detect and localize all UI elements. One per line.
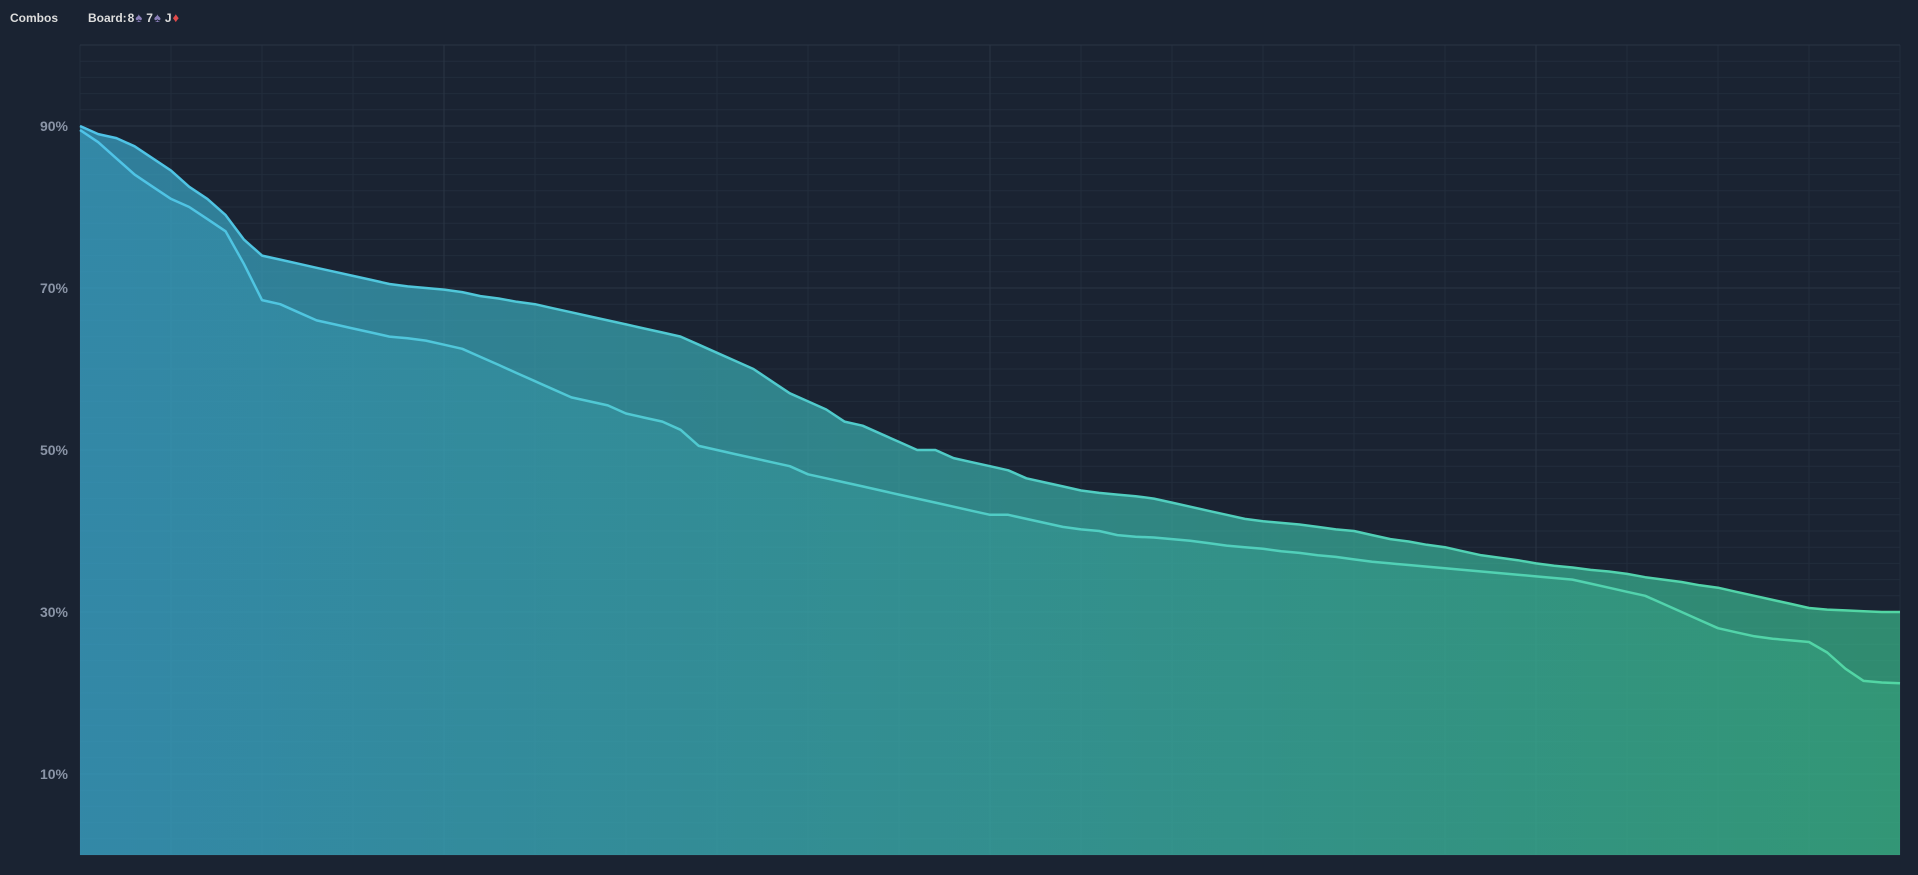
- page-title: Combos: [10, 11, 58, 25]
- board-label: Board:: [88, 11, 127, 25]
- header: Combos Board: 8♠7♠J♦: [10, 10, 179, 25]
- diamond-icon: ♦: [173, 10, 180, 25]
- board-label-group: Board: 8♠7♠J♦: [88, 10, 179, 25]
- spade-icon: ♠: [154, 10, 161, 25]
- card-rank: 7: [146, 11, 153, 25]
- y-tick-label: 10%: [40, 766, 69, 782]
- x-tick-label: 80%: [430, 864, 459, 865]
- y-tick-label: 70%: [40, 280, 69, 296]
- y-tick-label: 90%: [40, 118, 69, 134]
- card-rank: J: [165, 11, 172, 25]
- spade-icon: ♠: [135, 10, 142, 25]
- app-root: Combos Board: 8♠7♠J♦ 10%30%50%70%90%80%5…: [0, 0, 1918, 875]
- equity-chart: 10% 30% 50% 70% 90% 80% 50% 20%: [10, 40, 1908, 865]
- y-tick-label: 50%: [40, 442, 69, 458]
- card-rank: 8: [128, 11, 135, 25]
- y-tick-label: 30%: [40, 604, 69, 620]
- chart-svg: 10% 30% 50% 70% 90% 80% 50% 20%: [10, 40, 1908, 865]
- x-tick-label: 50%: [976, 864, 1005, 865]
- x-tick-label: 20%: [1522, 864, 1551, 865]
